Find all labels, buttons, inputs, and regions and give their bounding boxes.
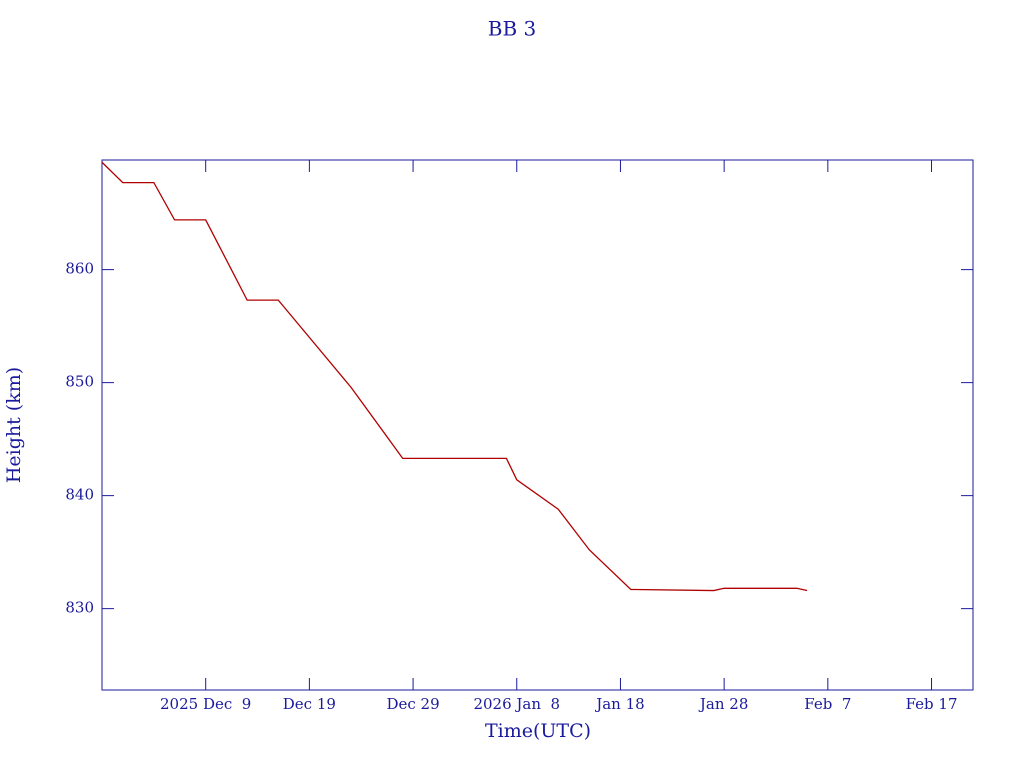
y-tick-label: 850 <box>65 373 94 391</box>
x-tick-label: Jan 18 <box>594 695 644 713</box>
plot-frame <box>101 159 974 691</box>
chart-title: BB 3 <box>488 17 536 41</box>
data-line <box>101 161 808 592</box>
x-tick-label: Feb 7 <box>804 695 851 713</box>
y-tick-label: 860 <box>65 260 94 278</box>
x-tick-label: 2025 Dec 9 <box>160 695 251 713</box>
x-axis-label: Time(UTC) <box>485 720 591 742</box>
x-tick-label: Dec 29 <box>386 695 439 713</box>
x-tick-label: Jan 28 <box>698 695 748 713</box>
y-axis-label: Height (km) <box>3 367 25 483</box>
x-tick-label: Dec 19 <box>283 695 336 713</box>
y-tick-label: 830 <box>65 599 94 617</box>
y-tick-label: 840 <box>65 486 94 504</box>
x-tick-label: Feb 17 <box>906 695 958 713</box>
x-tick-label: 2026 Jan 8 <box>473 695 560 713</box>
